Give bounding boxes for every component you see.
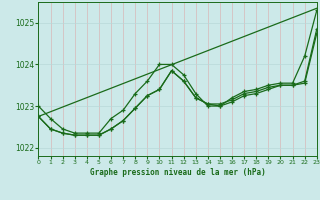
X-axis label: Graphe pression niveau de la mer (hPa): Graphe pression niveau de la mer (hPa) <box>90 168 266 177</box>
